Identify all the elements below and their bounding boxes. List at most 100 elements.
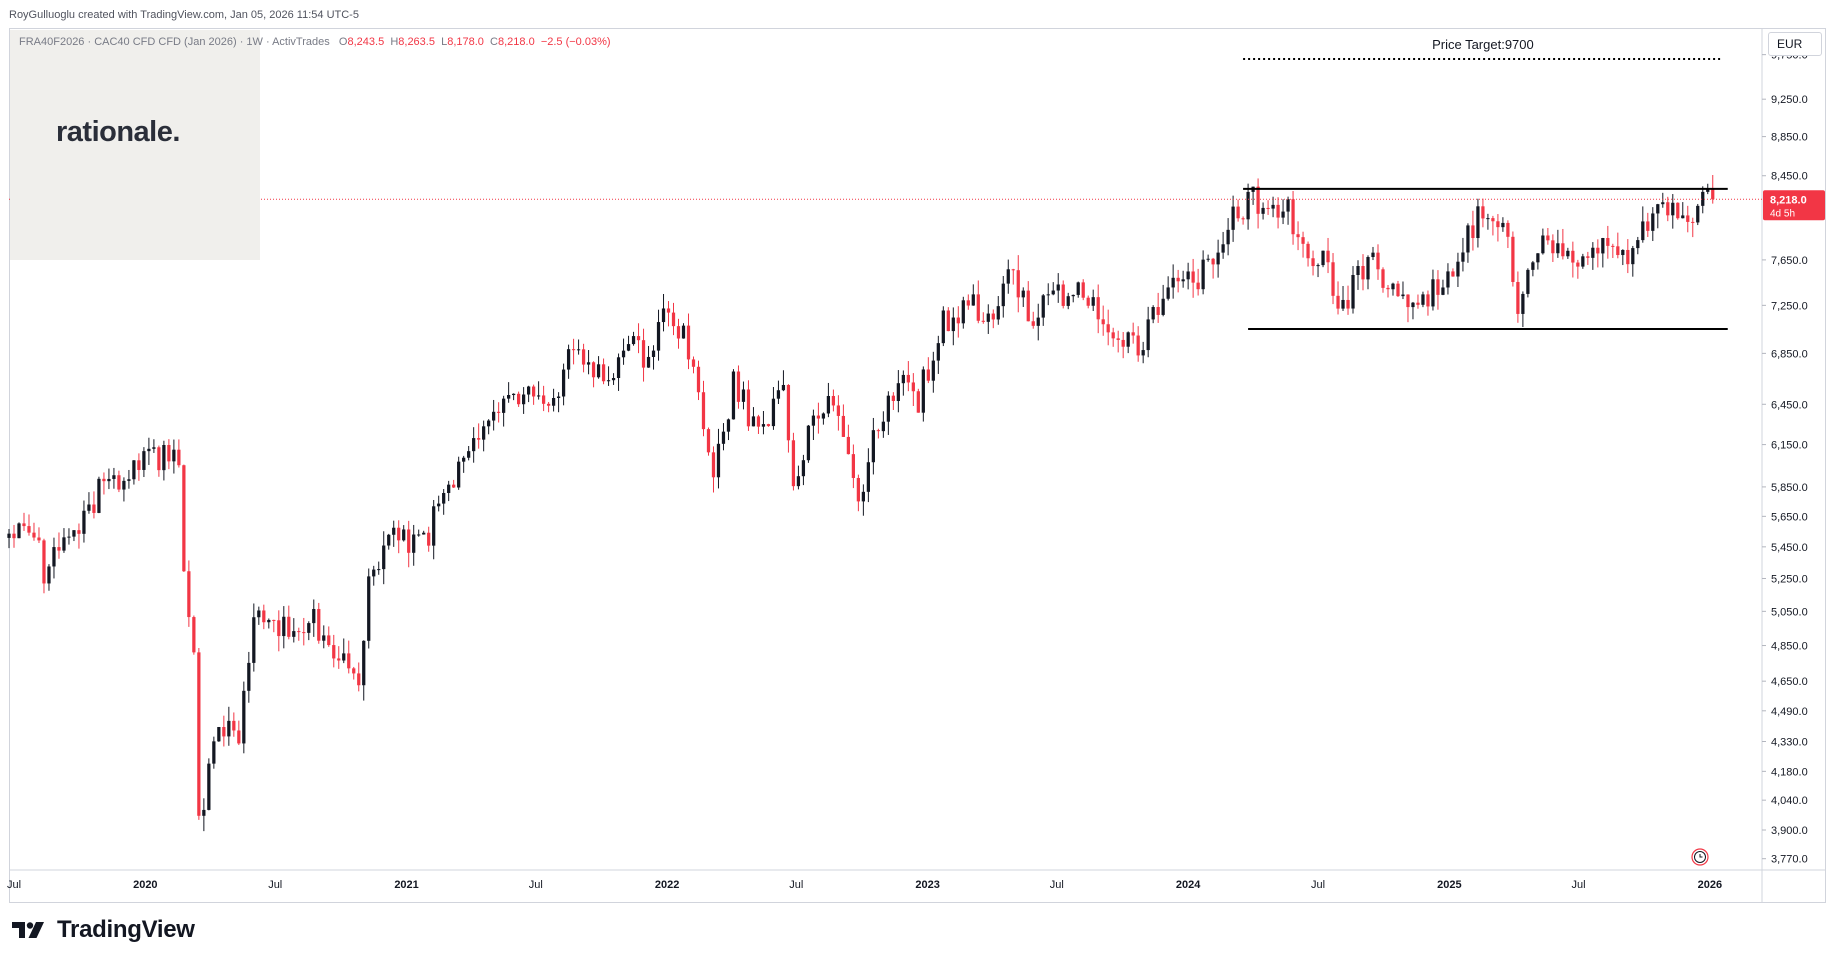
candle-body[interactable]	[7, 533, 11, 538]
candle-body[interactable]	[317, 608, 321, 641]
candle-body[interactable]	[701, 392, 706, 430]
candle-body[interactable]	[1476, 206, 1480, 239]
candle-body[interactable]	[1636, 240, 1640, 249]
candle-body[interactable]	[1486, 218, 1490, 220]
candle-body[interactable]	[47, 566, 51, 584]
candle-body[interactable]	[1171, 277, 1175, 288]
candle-body[interactable]	[22, 523, 26, 527]
candle-body[interactable]	[1016, 270, 1020, 298]
candle-body[interactable]	[297, 631, 301, 633]
candle-body[interactable]	[1426, 294, 1430, 307]
candle-body[interactable]	[1531, 262, 1535, 270]
candle-body[interactable]	[541, 395, 546, 404]
candle-body[interactable]	[257, 610, 261, 618]
candle-body[interactable]	[991, 313, 995, 320]
candle-body[interactable]	[222, 727, 226, 737]
candle-body[interactable]	[556, 396, 561, 398]
candle-body[interactable]	[1046, 294, 1050, 296]
candle-body[interactable]	[387, 534, 391, 546]
candle-body[interactable]	[561, 369, 566, 397]
candle-body[interactable]	[327, 635, 331, 646]
candle-body[interactable]	[786, 384, 791, 441]
candle-body[interactable]	[711, 452, 716, 478]
currency-selector[interactable]: EUR	[1768, 32, 1822, 56]
candle-body[interactable]	[956, 317, 960, 324]
candle-body[interactable]	[916, 391, 920, 413]
candle-body[interactable]	[596, 364, 601, 378]
candle-body[interactable]	[1206, 258, 1210, 260]
candle-body[interactable]	[1286, 199, 1290, 212]
candle-body[interactable]	[551, 397, 556, 406]
candle-body[interactable]	[1641, 221, 1645, 241]
candle-body[interactable]	[1566, 250, 1570, 257]
candle-body[interactable]	[1431, 279, 1435, 307]
candle-body[interactable]	[477, 438, 481, 440]
candle-body[interactable]	[182, 465, 186, 572]
candle-body[interactable]	[996, 306, 1000, 320]
candle-body[interactable]	[1671, 202, 1675, 216]
candle-body[interactable]	[1591, 247, 1595, 258]
candle-body[interactable]	[676, 326, 681, 339]
candle-body[interactable]	[651, 350, 656, 357]
candle-body[interactable]	[117, 475, 121, 490]
candle-body[interactable]	[1581, 256, 1585, 267]
candle-body[interactable]	[1621, 249, 1625, 256]
candle-body[interactable]	[92, 504, 96, 513]
candle-body[interactable]	[227, 720, 231, 737]
candle-body[interactable]	[931, 360, 935, 381]
candle-body[interactable]	[871, 430, 875, 463]
candle-body[interactable]	[427, 532, 431, 546]
candle-body[interactable]	[1356, 266, 1360, 275]
candle-body[interactable]	[636, 336, 641, 341]
candle-body[interactable]	[906, 374, 910, 383]
candle-body[interactable]	[177, 449, 181, 466]
candle-body[interactable]	[77, 530, 81, 534]
candle-body[interactable]	[102, 478, 106, 482]
candle-body[interactable]	[1676, 202, 1680, 219]
candle-body[interactable]	[1301, 237, 1305, 244]
candle-body[interactable]	[512, 393, 516, 396]
candle-body[interactable]	[287, 616, 291, 637]
candle-body[interactable]	[322, 635, 326, 641]
candle-body[interactable]	[661, 308, 666, 323]
candle-body[interactable]	[37, 537, 41, 541]
candle-body[interactable]	[277, 620, 281, 637]
candle-body[interactable]	[671, 312, 676, 327]
candle-body[interactable]	[122, 480, 126, 490]
candle-body[interactable]	[626, 344, 631, 351]
candle-body[interactable]	[891, 395, 895, 401]
candle-body[interactable]	[1216, 252, 1220, 265]
candle-body[interactable]	[352, 668, 356, 674]
candle-body[interactable]	[1226, 229, 1230, 245]
candle-body[interactable]	[1686, 215, 1690, 222]
candle-body[interactable]	[981, 320, 985, 322]
candle-body[interactable]	[1051, 290, 1055, 295]
candle-body[interactable]	[212, 741, 216, 764]
candle-body[interactable]	[312, 608, 316, 624]
candle-body[interactable]	[1346, 299, 1350, 309]
candle-body[interactable]	[641, 340, 646, 368]
candle-body[interactable]	[382, 545, 386, 570]
candle-body[interactable]	[1241, 218, 1245, 220]
candle-body[interactable]	[337, 658, 341, 661]
candle-body[interactable]	[497, 411, 501, 413]
candle-body[interactable]	[1681, 215, 1685, 219]
candle-body[interactable]	[507, 395, 511, 399]
candle-body[interactable]	[1511, 236, 1515, 282]
candle-body[interactable]	[487, 420, 491, 427]
candle-body[interactable]	[1521, 293, 1525, 314]
candle-body[interactable]	[1576, 262, 1580, 267]
candle-body[interactable]	[1666, 202, 1670, 216]
candle-body[interactable]	[1081, 282, 1085, 298]
candle-body[interactable]	[986, 313, 990, 322]
candle-body[interactable]	[342, 653, 346, 661]
candle-body[interactable]	[576, 349, 581, 351]
candle-body[interactable]	[1096, 297, 1100, 320]
candle-body[interactable]	[1606, 238, 1610, 246]
candle-body[interactable]	[601, 364, 606, 382]
candle-body[interactable]	[1131, 332, 1135, 336]
candle-body[interactable]	[1436, 279, 1440, 295]
candle-body[interactable]	[1446, 271, 1450, 288]
candle-body[interactable]	[107, 478, 111, 482]
